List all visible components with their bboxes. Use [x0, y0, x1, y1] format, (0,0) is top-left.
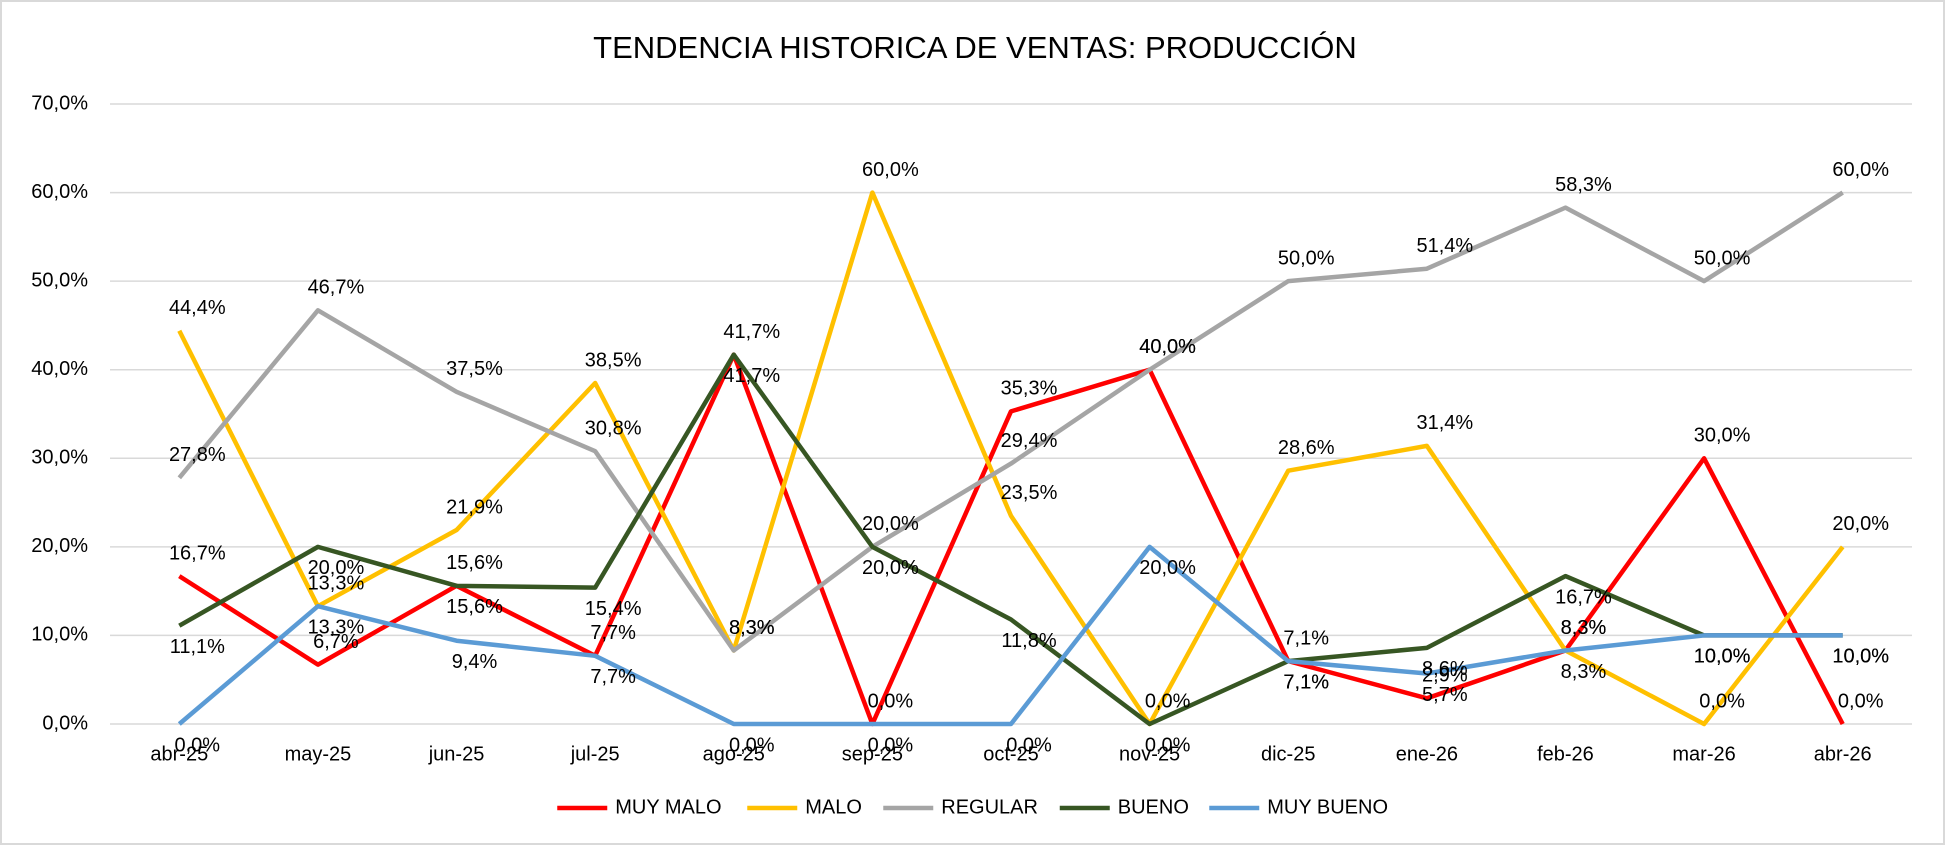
data-label: 13,3% — [308, 572, 365, 594]
chart-title: TENDENCIA HISTORICA DE VENTAS: PRODUCCIÓ… — [593, 30, 1357, 65]
data-label: 16,7% — [1555, 586, 1612, 608]
x-tick-label: ago-25 — [703, 743, 765, 765]
series-line — [177, 544, 1843, 727]
data-label: 37,5% — [446, 358, 503, 380]
x-tick-label: dic-25 — [1261, 743, 1315, 765]
y-tick-label: 60,0% — [31, 181, 88, 203]
data-label: 0,0% — [729, 734, 775, 756]
data-label: 8,3% — [1561, 617, 1607, 639]
data-label: 20,0% — [862, 557, 919, 579]
data-label: 60,0% — [862, 159, 919, 181]
y-tick-label: 20,0% — [31, 535, 88, 557]
series-line — [177, 190, 1844, 653]
data-label: 8,6% — [1422, 658, 1468, 680]
data-label: 41,7% — [723, 321, 780, 343]
data-label: 15,4% — [585, 598, 642, 620]
x-tick-label: jul-25 — [570, 743, 620, 765]
y-tick-label: 40,0% — [31, 358, 88, 380]
data-label: 40,0% — [1139, 336, 1196, 358]
data-label: 35,3% — [1001, 378, 1058, 400]
data-label: 31,4% — [1416, 412, 1473, 434]
x-tick-label: oct-25 — [983, 743, 1039, 765]
data-label: 8,3% — [729, 617, 775, 639]
data-label: 6,7% — [313, 631, 359, 653]
data-label: 11,8% — [1001, 630, 1056, 652]
x-tick-label: ene-26 — [1396, 743, 1458, 765]
data-label: 50,0% — [1278, 247, 1335, 269]
data-label: 5,7% — [1422, 684, 1468, 706]
data-label: 0,0% — [868, 734, 914, 756]
data-label: 0,0% — [1145, 690, 1191, 712]
data-label: 0,0% — [1145, 734, 1191, 756]
data-label: 60,0% — [1832, 159, 1889, 181]
data-label: 9,4% — [452, 651, 498, 673]
y-tick-label: 30,0% — [31, 447, 88, 469]
data-label: 7,1% — [1283, 671, 1329, 693]
data-label: 13,3% — [308, 616, 365, 638]
data-label: 7,7% — [590, 666, 636, 688]
x-tick-label: may-25 — [285, 743, 352, 765]
legend-label: REGULAR — [941, 796, 1038, 818]
legend-label: MUY BUENO — [1267, 796, 1388, 818]
data-label: 7,7% — [590, 622, 636, 644]
data-label: 10,0% — [1832, 646, 1889, 668]
data-label: 44,4% — [169, 297, 226, 319]
legend: MUY MALO MALO REGULAR BUENO MUY BUENO — [557, 796, 1388, 818]
x-tick-label: nov-25 — [1119, 743, 1180, 765]
data-label: 11,1% — [170, 636, 225, 658]
data-label: 51,4% — [1416, 235, 1473, 257]
data-label: 0,0% — [868, 690, 914, 712]
data-label: 20,0% — [308, 557, 365, 579]
data-label: 38,5% — [585, 349, 642, 371]
data-label: 41,7% — [723, 365, 780, 387]
legend-label: MALO — [805, 796, 862, 818]
data-label: 10,0% — [1832, 646, 1889, 668]
series-line — [178, 352, 1843, 727]
x-tick-label: feb-26 — [1537, 743, 1594, 765]
data-label: 10,0% — [1694, 646, 1751, 668]
data-label: 46,7% — [308, 277, 365, 299]
data-label: 7,1% — [1283, 627, 1329, 649]
x-tick-label: mar-26 — [1672, 743, 1735, 765]
x-tick-label: jun-25 — [428, 743, 485, 765]
data-label: 30,8% — [585, 417, 642, 439]
data-label: 20,0% — [862, 513, 919, 535]
data-label: 10,0% — [1694, 646, 1751, 668]
data-label: 2,9% — [1422, 665, 1468, 687]
data-label: 21,9% — [446, 496, 503, 518]
data-label: 8,3% — [1561, 661, 1607, 683]
data-label: 23,5% — [1001, 482, 1058, 504]
y-tick-label: 50,0% — [31, 269, 88, 291]
y-tick-label: 70,0% — [31, 92, 88, 114]
x-tick-label: abr-26 — [1814, 743, 1872, 765]
data-label: 8,3% — [729, 617, 775, 639]
legend-label: MUY MALO — [615, 796, 721, 818]
data-label: 50,0% — [1694, 247, 1751, 269]
data-label: 28,6% — [1278, 437, 1335, 459]
data-label: 0,0% — [1838, 690, 1884, 712]
data-label: 20,0% — [1832, 513, 1889, 535]
y-tick-label: 0,0% — [42, 712, 88, 734]
x-tick-label: abr-25 — [150, 743, 208, 765]
data-label: 27,8% — [169, 444, 226, 466]
data-label: 29,4% — [1001, 430, 1058, 452]
data-label: 0,0% — [1699, 690, 1745, 712]
data-label: 20,0% — [1139, 557, 1196, 579]
legend-label: BUENO — [1118, 796, 1189, 818]
x-tick-label: sep-25 — [842, 743, 903, 765]
data-label: 7,1% — [1283, 671, 1329, 693]
y-tick-label: 10,0% — [31, 624, 88, 646]
data-label: 0,0% — [175, 734, 221, 756]
data-label: 40,0% — [1139, 336, 1196, 358]
data-label: 16,7% — [169, 542, 226, 564]
data-label: 58,3% — [1555, 174, 1612, 196]
data-label: 30,0% — [1694, 425, 1751, 447]
data-label: 8,3% — [1561, 617, 1607, 639]
data-label: 15,6% — [446, 552, 503, 574]
data-label: 0,0% — [1006, 734, 1052, 756]
data-label: 15,6% — [446, 596, 503, 618]
